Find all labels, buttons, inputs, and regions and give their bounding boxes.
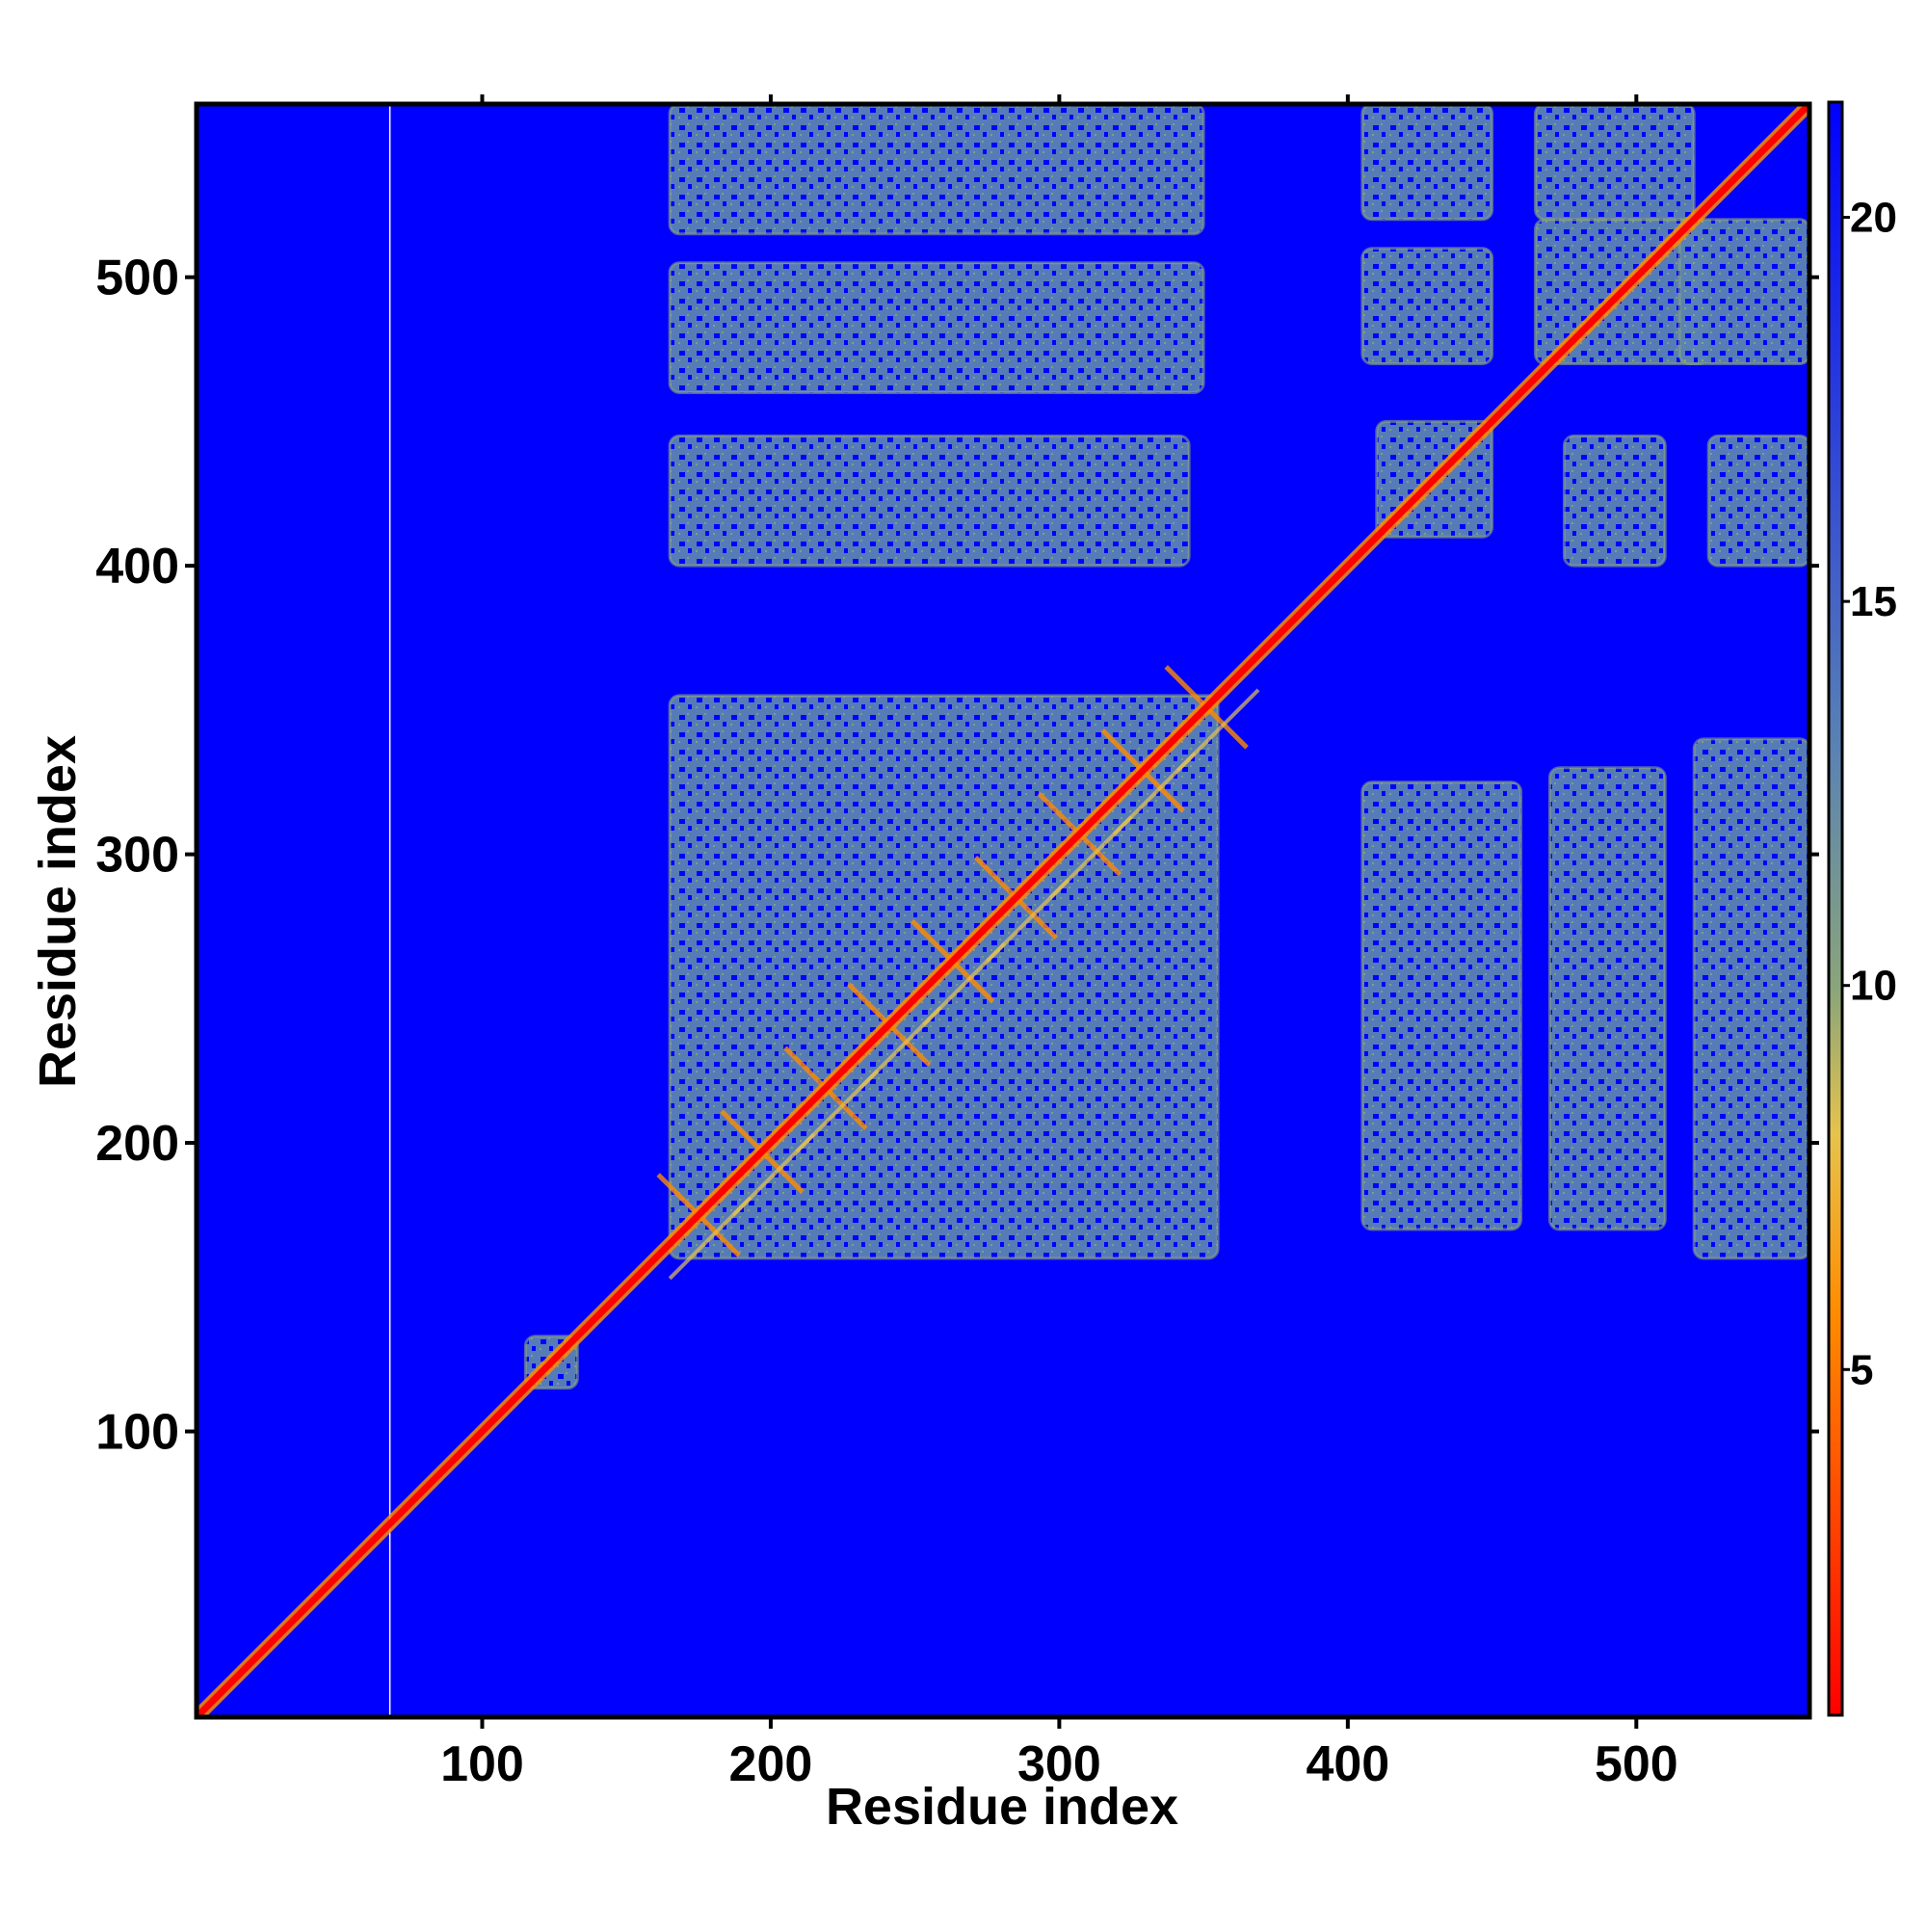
contact-region-8-edge (1360, 247, 1494, 366)
colorbar-tick-label: 5 (1850, 1346, 1873, 1393)
y-tick-label: 100 (95, 1405, 179, 1461)
contact-region-1-edge (668, 434, 1191, 568)
contact-region-9-edge (1360, 104, 1494, 222)
diagonal-band (197, 104, 1809, 1717)
contact-region-7-edge (1375, 419, 1494, 539)
contact-region-5 (1549, 767, 1666, 1230)
y-tick-label: 300 (95, 828, 179, 884)
x-tick-label: 200 (729, 1736, 813, 1792)
axes: 100 200 300 400 500 100 200 300 400 500 (95, 94, 1819, 1792)
contact-region-14 (1679, 219, 1809, 364)
plot-frame (194, 101, 1812, 1720)
contact-region-3 (670, 104, 1204, 234)
y-axis-label: Residue index (29, 735, 87, 1088)
contact-region-4 (1361, 781, 1521, 1230)
y-tick-label: 200 (95, 1116, 179, 1172)
contact-region-4-edge (1360, 781, 1523, 1231)
contact-region-0-edge (668, 694, 1220, 1260)
y-tick-label: 500 (95, 251, 179, 306)
contact-region-6 (1694, 738, 1809, 1258)
x-tick-label: 100 (440, 1736, 524, 1792)
contact-region-9 (1361, 104, 1492, 220)
contact-region-15-edge (523, 1335, 579, 1390)
contact-region-11-edge (1706, 434, 1809, 568)
contact-region-13-edge (1534, 104, 1696, 222)
x-axis-label: Residue index (826, 1778, 1178, 1836)
x-tick-label: 300 (1017, 1736, 1101, 1792)
contact-region-10 (1564, 436, 1666, 567)
plot-area (197, 104, 1809, 1717)
colorbar-tick-label: 10 (1850, 963, 1897, 1010)
colorbar: 5 10 15 20 (1827, 100, 1897, 1717)
parallel-contact (1175, 688, 1260, 773)
contact-region-2 (670, 262, 1204, 393)
y-tick-label: 400 (95, 539, 179, 595)
x-tick-label: 500 (1595, 1736, 1678, 1792)
contact-region-13 (1535, 104, 1695, 220)
contact-region-8 (1361, 248, 1492, 364)
colorbar-tick-label: 15 (1850, 578, 1897, 625)
contact-region-5-edge (1547, 766, 1667, 1231)
colorbar-tick-label: 20 (1850, 195, 1897, 242)
contact-region-10-edge (1562, 434, 1667, 568)
contact-region-3-edge (668, 104, 1205, 236)
x-tick-label: 400 (1306, 1736, 1389, 1792)
contact-region-11 (1708, 436, 1809, 567)
contact-region-1 (670, 436, 1190, 567)
contact-region-6-edge (1692, 737, 1809, 1260)
colorbar-gradient (1827, 100, 1844, 1717)
contact-region-2-edge (668, 261, 1205, 394)
